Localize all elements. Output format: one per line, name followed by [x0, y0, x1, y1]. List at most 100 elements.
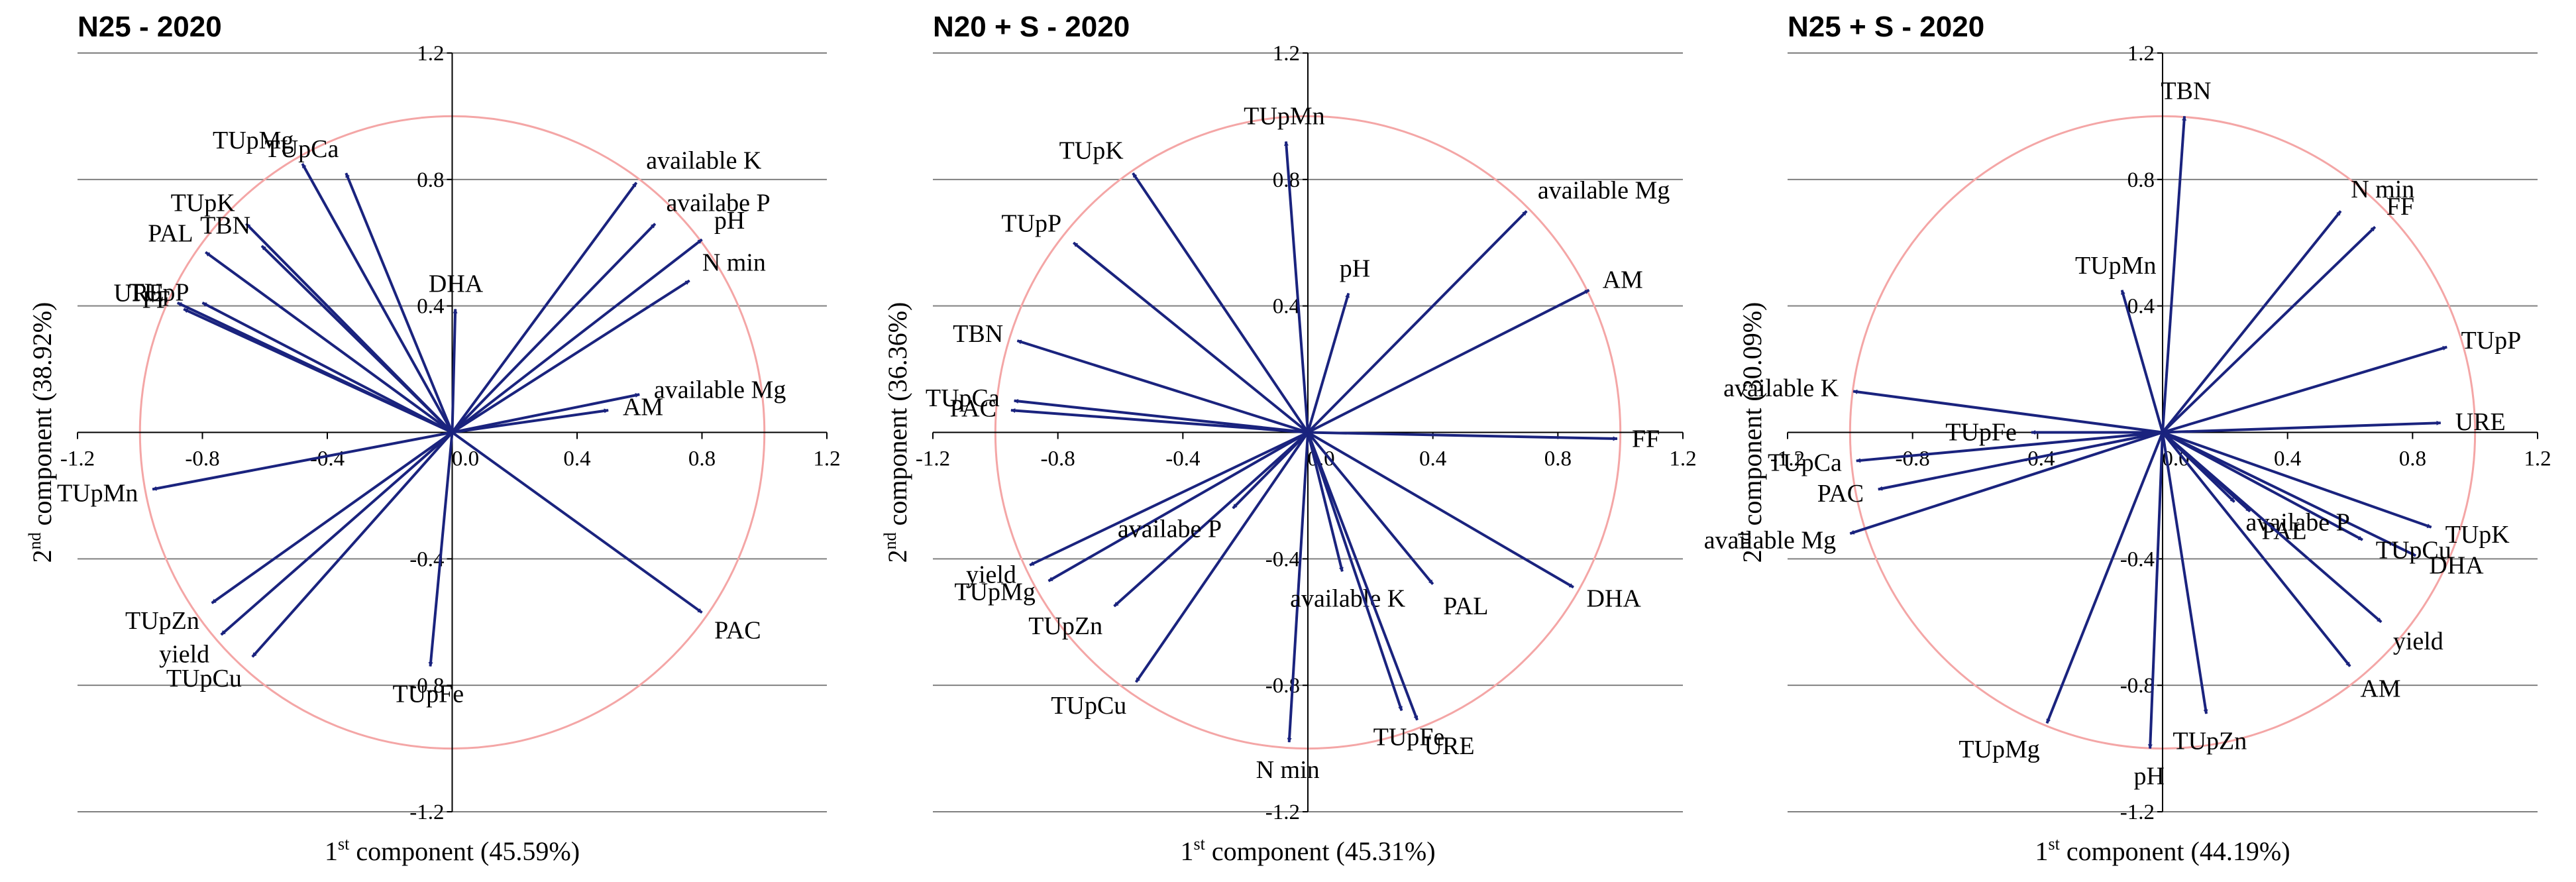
vector-label: TUpZn — [1028, 612, 1102, 640]
loading-vector — [1072, 241, 1309, 434]
vector-label: yield — [2393, 628, 2443, 655]
loading-vector — [211, 431, 453, 604]
x-tick-label: 1.2 — [813, 447, 840, 471]
vector-label: TUpCa — [265, 135, 339, 163]
loading-vector — [152, 431, 453, 491]
x-tick-label: 0.8 — [2399, 447, 2426, 471]
loading-vector — [1287, 432, 1309, 743]
x-tick-label: 0.4 — [2274, 447, 2301, 471]
vector-label: TBN — [953, 320, 1003, 348]
x-axis-label: 1st component (44.19%) — [2035, 834, 2290, 866]
vector-label: TUpCa — [926, 384, 1000, 412]
vector-label: TUpMg — [213, 127, 294, 154]
y-tick-label: 0.8 — [1273, 168, 1300, 192]
vector-label: availabe P — [1118, 515, 1222, 543]
x-axis-label: 1st component (45.31%) — [1180, 834, 1435, 866]
vector-label: TUpP — [129, 278, 189, 306]
vector-label: AM — [2360, 675, 2400, 703]
loading-vector — [1307, 432, 1344, 573]
vector-label: TUpFe — [1373, 723, 1445, 751]
vector-label: yield — [159, 640, 209, 668]
loading-vector — [2162, 431, 2432, 529]
vector-label: available Mg — [654, 376, 786, 404]
loading-vector — [451, 279, 690, 434]
loading-vector — [1134, 431, 1309, 683]
vector-label: TUpZn — [2173, 728, 2247, 755]
vector-label: PAC — [714, 616, 761, 644]
x-tick-label: -1.2 — [916, 447, 950, 471]
y-tick-label: 1.2 — [2127, 42, 2155, 66]
loading-vector — [2161, 210, 2342, 433]
vector-label: available Mg — [1538, 177, 1670, 205]
panel-title: N25 - 2020 — [78, 11, 222, 43]
vector-label: URE — [113, 280, 164, 307]
vector-label: N min — [2351, 176, 2414, 203]
x-tick-label: -0.4 — [1165, 447, 1200, 471]
vector-label: TUpMg — [954, 578, 1035, 606]
vector-label: TUpK — [171, 190, 236, 217]
vector-label: yield — [966, 561, 1016, 588]
y-axis-label: 2nd component (30.09%) — [1735, 302, 1767, 563]
y-tick-label: 0.4 — [1273, 295, 1300, 319]
y-tick-label: 0.8 — [2127, 168, 2155, 192]
panel-title: N25 + S - 2020 — [1788, 11, 1984, 43]
x-tick-label: 0.8 — [688, 447, 716, 471]
loading-vector — [2161, 225, 2377, 433]
vector-label: available K — [646, 146, 762, 174]
y-tick-label: -0.4 — [1265, 547, 1300, 571]
loading-vector — [451, 238, 703, 434]
loading-vector — [220, 431, 453, 636]
x-tick-label: 1.2 — [1669, 447, 1696, 471]
x-tick-label: 0.4 — [563, 447, 590, 471]
vector-label: PAC — [1817, 480, 1864, 508]
loading-vector — [1307, 289, 1590, 434]
y-tick-label: -1.2 — [2120, 800, 2155, 824]
loading-vector — [1856, 431, 2163, 463]
vector-label: AM — [623, 393, 663, 421]
loading-vector — [451, 431, 703, 614]
vector-label: availabe P — [666, 190, 770, 217]
y-tick-label: -0.8 — [2120, 674, 2155, 698]
loading-vector — [176, 302, 453, 434]
loading-vector — [1852, 389, 2163, 434]
x-tick-label: -1.2 — [1770, 447, 1805, 471]
loading-vector — [1307, 431, 1618, 441]
x-tick-label: 0.0 — [452, 447, 479, 471]
vector-label: available K — [1290, 584, 1406, 612]
vector-label: PAC — [950, 395, 996, 423]
loading-vector — [1878, 431, 2163, 491]
loading-vector — [1029, 431, 1309, 567]
loading-vector — [1132, 172, 1309, 433]
loading-vector — [2147, 432, 2164, 749]
panel-title: N20 + S - 2020 — [933, 11, 1130, 43]
loading-vector — [1010, 408, 1309, 434]
vector-label: FF — [2387, 193, 2414, 221]
x-tick-label: 0.8 — [1544, 447, 1572, 471]
vector-label: TUpCu — [2376, 537, 2451, 565]
vector-label: TUpK — [1059, 137, 1124, 164]
vector-label: available Mg — [1704, 527, 1836, 555]
vector-label: pH — [1340, 255, 1370, 283]
y-tick-label: -1.2 — [409, 800, 444, 824]
vector-label: TUpP — [1001, 209, 1061, 237]
loading-vector — [1013, 398, 1309, 434]
vector-label: N min — [1256, 756, 1320, 784]
loading-vector — [1047, 431, 1309, 582]
vector-label: TUpFe — [392, 680, 464, 708]
loading-vector — [2161, 431, 2383, 624]
loading-vector — [1307, 431, 1403, 711]
y-axis-label: 2nd component (38.92%) — [25, 302, 57, 563]
loading-vector — [1113, 431, 1309, 608]
loading-vector — [1307, 431, 1419, 721]
loading-vector — [2161, 432, 2208, 714]
loading-vector — [428, 432, 454, 667]
loading-vector — [2045, 431, 2164, 724]
vector-label: availabe P — [2245, 508, 2349, 536]
y-tick-label: 0.4 — [2127, 295, 2155, 319]
x-tick-label: -0.8 — [1041, 447, 1075, 471]
vector-label: TUpFe — [1945, 419, 2017, 447]
loading-vector — [1232, 431, 1309, 510]
y-tick-label: -0.4 — [2120, 547, 2155, 571]
vector-label: FF — [1632, 425, 1660, 453]
